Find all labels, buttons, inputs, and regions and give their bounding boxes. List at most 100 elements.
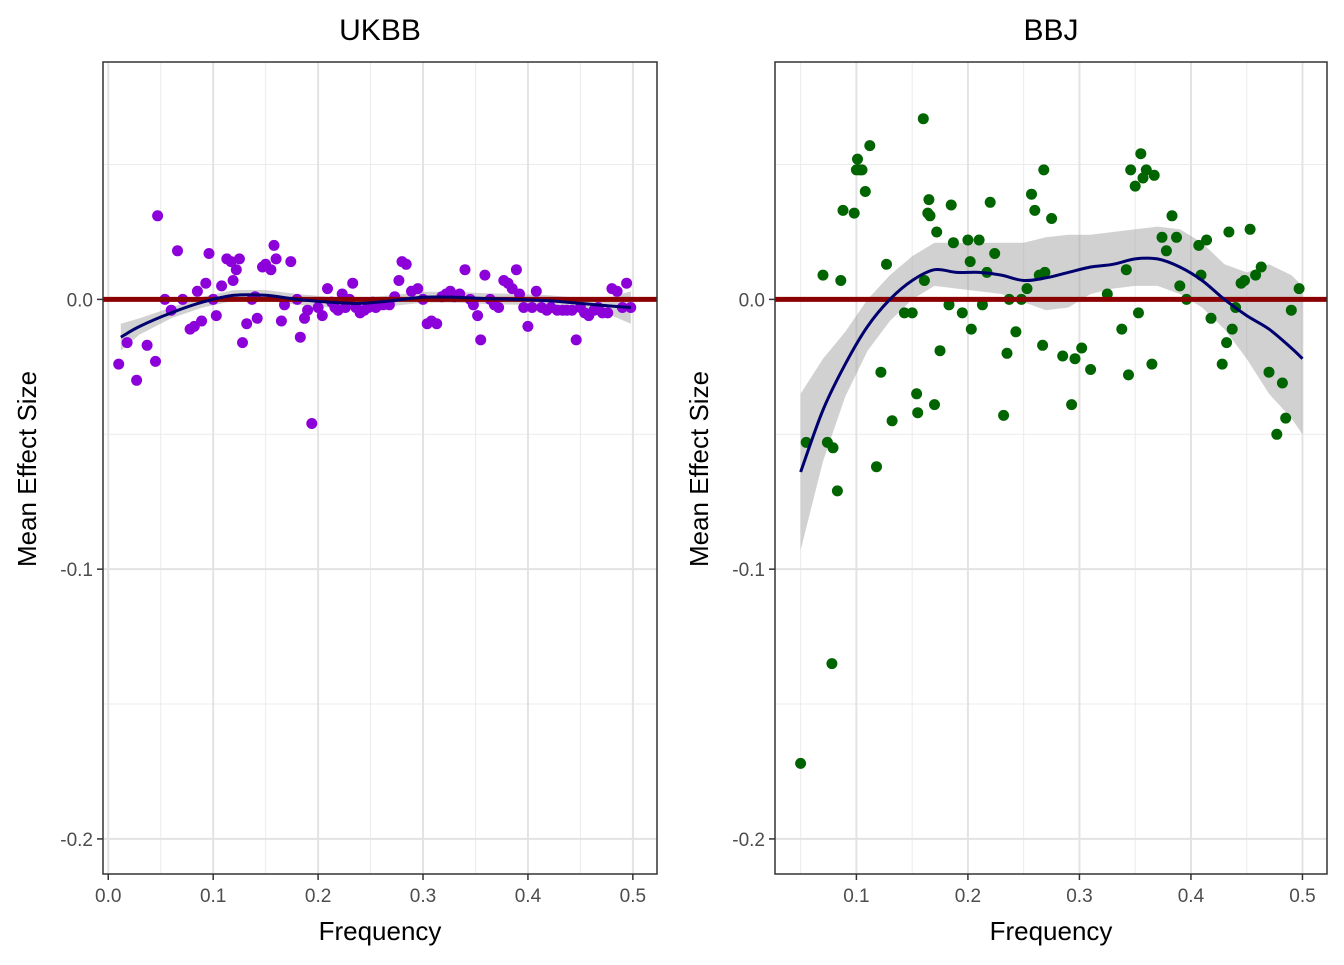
data-point (962, 234, 974, 246)
x-axis-title: Frequency (990, 916, 1113, 946)
data-point (467, 299, 479, 311)
y-axis-title: Mean Effect Size (12, 371, 42, 567)
data-point (1101, 288, 1113, 300)
x-tick-label: 0.3 (1066, 886, 1092, 907)
data-point (1171, 231, 1182, 243)
data-point (923, 194, 935, 206)
y-axis-title: Mean Effect Size (684, 371, 714, 567)
data-point (141, 339, 153, 351)
y-tick-label: -0.1 (60, 560, 93, 581)
data-point (1244, 223, 1256, 235)
data-point (347, 277, 359, 289)
x-tick-label: 0.5 (620, 886, 646, 907)
data-point (989, 248, 1001, 259)
data-point (817, 269, 829, 281)
data-point (265, 264, 277, 276)
data-point (1125, 164, 1137, 176)
x-tick-label: 0.4 (1178, 886, 1205, 907)
data-point (459, 264, 471, 276)
data-point (227, 275, 239, 286)
data-point (831, 485, 843, 497)
data-point (1026, 188, 1037, 200)
data-point (929, 399, 940, 411)
data-point (251, 312, 263, 324)
smooth-line (799, 256, 1304, 473)
data-point (852, 153, 863, 165)
data-point (472, 310, 484, 322)
data-point (1276, 377, 1288, 389)
data-point (268, 239, 280, 251)
data-point (1148, 169, 1160, 181)
panel-border (102, 61, 658, 875)
data-point (322, 283, 333, 295)
plot-background (103, 62, 657, 874)
data-point (795, 757, 807, 769)
data-point (279, 299, 290, 311)
data-point (973, 234, 985, 246)
panel-border (774, 61, 1328, 875)
data-point (1285, 304, 1297, 316)
plot-area: 0.1 0.2 0.3 0.4 0.5 0.0 -0.1 -0.2 (732, 61, 1328, 907)
data-point (1216, 358, 1228, 370)
data-point (312, 302, 324, 313)
x-axis-title: Frequency (319, 916, 442, 946)
data-point (294, 331, 306, 343)
data-point (1116, 323, 1128, 335)
data-point (1255, 261, 1267, 273)
x-tick-label: 0.2 (305, 886, 331, 907)
data-point (1156, 231, 1168, 243)
data-point (1201, 234, 1213, 246)
data-point (881, 258, 892, 270)
data-point (216, 280, 228, 292)
data-point (237, 337, 248, 349)
data-point (856, 164, 868, 176)
data-point (984, 196, 996, 208)
data-point (602, 307, 614, 319)
y-tick-label: -0.2 (732, 830, 765, 851)
confidence-band (800, 226, 1303, 551)
data-point (526, 302, 538, 313)
plot-area: 0.0 0.1 0.2 0.3 0.4 0.5 0.0 -0.1 -0.2 (60, 61, 658, 907)
data-point (911, 388, 923, 400)
data-point (431, 318, 443, 330)
panel-title: BBJ (1023, 14, 1078, 47)
data-point (912, 407, 924, 419)
y-tick-label: 0.0 (67, 290, 93, 311)
data-point (1146, 358, 1158, 370)
data-point (918, 275, 930, 286)
y-tick-label: 0.0 (739, 290, 765, 311)
data-point (306, 418, 318, 429)
data-point (514, 288, 525, 300)
y-tick-label: -0.1 (732, 560, 765, 581)
plot-background (775, 62, 1327, 874)
data-point (965, 323, 977, 335)
data-point (1133, 307, 1144, 319)
data-point (1293, 283, 1305, 295)
data-point (1135, 148, 1147, 160)
data-point (1039, 266, 1051, 278)
data-point (906, 307, 918, 319)
data-point (917, 113, 929, 125)
data-point (510, 264, 522, 276)
data-point (191, 285, 203, 297)
data-point (530, 285, 542, 297)
data-point (998, 409, 1010, 421)
data-point (196, 315, 208, 327)
data-point (621, 277, 633, 289)
panel-ukbb: UKBB 0.0 0.1 0.2 0.3 0.4 0.5 0.0 -0.1 -0.2 Frequ… (12, 14, 658, 946)
x-tick-label: 0.2 (955, 886, 981, 907)
data-point (241, 318, 253, 330)
data-point (230, 264, 242, 276)
data-point (1057, 350, 1069, 362)
data-point (400, 258, 412, 270)
data-point (285, 256, 297, 268)
data-point (947, 237, 959, 249)
data-point (1037, 339, 1049, 351)
data-point (1271, 428, 1283, 440)
data-point (835, 275, 847, 286)
data-point (203, 248, 215, 259)
data-point (943, 299, 955, 311)
x-tick-label: 0.0 (95, 886, 121, 907)
